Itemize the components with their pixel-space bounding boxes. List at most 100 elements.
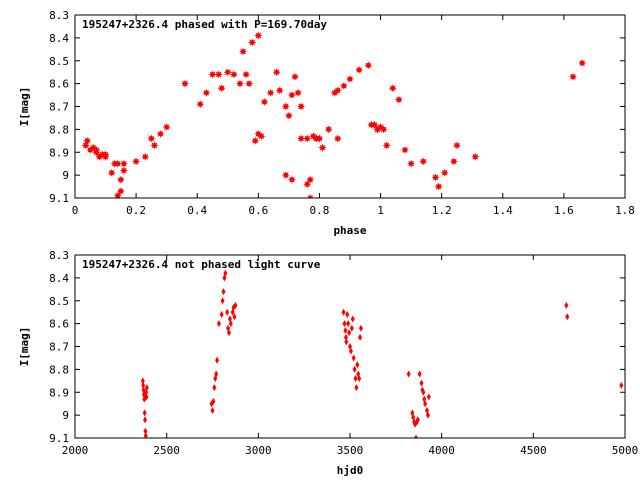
phased-y-axis-ticks: 8.3 8.4 8.5 8.6 8.7 8.8 8.9 9 9.1 bbox=[49, 9, 625, 205]
phased-y-tick-label: 9.1 bbox=[49, 192, 69, 205]
raw-data-point bbox=[214, 370, 219, 378]
raw-data-point bbox=[216, 320, 221, 328]
phased-data-point bbox=[287, 91, 296, 100]
phased-data-point bbox=[401, 145, 409, 154]
raw-data-point bbox=[419, 379, 424, 387]
phased-data-point bbox=[113, 191, 122, 198]
raw-data-point bbox=[223, 269, 228, 277]
phased-data-point bbox=[440, 168, 449, 177]
phased-data-point bbox=[346, 75, 354, 84]
phased-x-tick-label: 1.8 bbox=[615, 204, 635, 217]
phased-data-point bbox=[239, 47, 248, 56]
phased-data-point bbox=[303, 134, 312, 143]
phased-data-point bbox=[229, 70, 238, 79]
raw-data-point bbox=[144, 384, 149, 392]
raw-data-point bbox=[426, 393, 431, 401]
raw-data-point bbox=[140, 377, 145, 385]
raw-data-point bbox=[354, 384, 359, 392]
phased-data-point bbox=[141, 152, 150, 161]
phased-data-point bbox=[431, 173, 440, 182]
raw-y-tick-label: 8.5 bbox=[49, 295, 69, 308]
phased-y-tick-label: 8.6 bbox=[49, 78, 69, 91]
phased-x-tick-label: 1 bbox=[377, 204, 384, 217]
raw-data-point bbox=[141, 381, 146, 389]
phased-data-point bbox=[306, 194, 315, 198]
phased-data-point bbox=[275, 86, 284, 95]
raw-x-tick-label: 4000 bbox=[428, 444, 455, 457]
raw-x-tick-label: 3000 bbox=[245, 444, 272, 457]
phased-data-point bbox=[324, 125, 333, 134]
raw-y-tick-label: 8.6 bbox=[49, 318, 69, 331]
phased-x-axis-label: phase bbox=[333, 224, 366, 237]
phased-data-point bbox=[434, 182, 443, 191]
phased-data-point bbox=[208, 70, 217, 79]
raw-data-point bbox=[351, 354, 356, 362]
phased-y-tick-label: 8.8 bbox=[49, 123, 69, 136]
phased-plot-frame bbox=[74, 14, 626, 199]
phased-data-point bbox=[287, 175, 296, 184]
phased-data-point bbox=[83, 136, 92, 145]
phased-data-point bbox=[181, 79, 189, 88]
raw-data-points bbox=[140, 269, 624, 438]
phased-data-point bbox=[379, 125, 388, 134]
phased-data-point bbox=[266, 88, 275, 97]
raw-data-point bbox=[355, 361, 360, 369]
phased-y-tick-label: 8.5 bbox=[49, 55, 69, 68]
phased-data-point bbox=[333, 134, 342, 143]
phased-data-point bbox=[251, 136, 260, 145]
phased-x-tick-label: 0.6 bbox=[248, 204, 268, 217]
raw-x-tick-label: 2500 bbox=[153, 444, 180, 457]
phased-data-point bbox=[367, 120, 376, 129]
raw-data-point bbox=[353, 375, 358, 383]
raw-data-point bbox=[417, 370, 422, 378]
raw-data-point bbox=[349, 324, 354, 332]
phased-x-tick-label: 1.2 bbox=[432, 204, 452, 217]
phased-data-point bbox=[452, 141, 461, 150]
phased-light-curve-panel: 0 0.2 0.4 0.6 0.8 1 1.2 1.4 1.6 1.8 8.38.48.58.68… bbox=[18, 9, 635, 237]
raw-data-point bbox=[415, 416, 420, 424]
raw-data-point bbox=[357, 375, 362, 383]
raw-data-point bbox=[406, 370, 411, 378]
raw-data-point bbox=[143, 416, 148, 424]
raw-data-point bbox=[211, 397, 216, 405]
phased-data-point bbox=[281, 171, 290, 180]
phased-data-point bbox=[284, 111, 293, 120]
phased-data-point bbox=[364, 61, 373, 70]
phased-data-point bbox=[248, 38, 257, 47]
raw-data-point bbox=[423, 400, 428, 408]
raw-data-point bbox=[414, 434, 418, 438]
phased-x-tick-label: 0 bbox=[72, 204, 79, 217]
phased-data-point bbox=[132, 157, 141, 166]
raw-x-tick-label: 5000 bbox=[612, 444, 639, 457]
raw-y-tick-label: 8.8 bbox=[49, 363, 69, 376]
phased-data-point bbox=[119, 166, 128, 175]
phased-data-point bbox=[245, 79, 254, 88]
phased-data-point bbox=[107, 168, 116, 177]
raw-x-axis-ticks: 2000 2500 3000 3500 4000 4500 5000 bbox=[62, 255, 639, 457]
raw-data-point bbox=[143, 432, 148, 438]
phased-x-axis-ticks: 0 0.2 0.4 0.6 0.8 1 1.2 1.4 1.6 1.8 bbox=[72, 15, 635, 217]
phased-data-point bbox=[162, 123, 171, 132]
phased-data-point bbox=[202, 88, 211, 97]
phased-data-point bbox=[294, 88, 303, 97]
raw-plot-title: 195247+2326.4 not phased light curve bbox=[82, 258, 321, 271]
phased-data-point bbox=[236, 79, 244, 88]
phased-data-point bbox=[312, 134, 321, 143]
raw-y-axis-ticks: 8.3 8.4 8.5 8.6 8.7 8.8 8.9 9 9.1 bbox=[49, 249, 625, 445]
raw-x-tick-label: 2000 bbox=[62, 444, 89, 457]
raw-data-point bbox=[215, 356, 220, 364]
raw-data-point bbox=[232, 313, 237, 321]
phased-data-point bbox=[394, 95, 403, 104]
raw-data-point bbox=[347, 329, 352, 337]
phased-data-point bbox=[291, 72, 299, 81]
phased-data-point bbox=[578, 59, 587, 68]
phased-data-point bbox=[113, 159, 122, 168]
raw-x-axis-label: hjd0 bbox=[337, 464, 364, 477]
phased-x-tick-label: 0.2 bbox=[126, 204, 146, 217]
raw-data-point bbox=[233, 301, 238, 309]
phased-x-tick-label: 1.4 bbox=[493, 204, 513, 217]
phased-data-point bbox=[214, 70, 223, 79]
raw-data-point bbox=[342, 320, 347, 328]
raw-data-point bbox=[219, 310, 224, 318]
phased-data-point bbox=[281, 102, 290, 111]
